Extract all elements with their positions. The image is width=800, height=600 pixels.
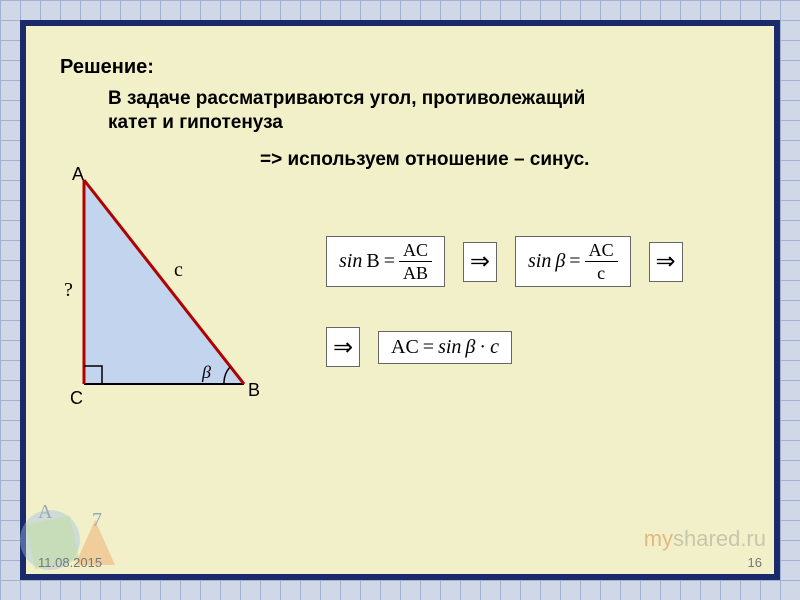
fn: sin: [438, 336, 461, 359]
lhs: AC: [391, 336, 419, 359]
footer-page: 16: [748, 555, 762, 570]
num: AC: [399, 241, 432, 262]
footer-date: 11.08.2015: [38, 555, 102, 570]
vertex-c: C: [70, 388, 83, 408]
footer: 11.08.2015 16: [38, 555, 762, 570]
num: AC: [585, 241, 618, 262]
formula-row-1: sin B = AC AB ⇒ sin β = AC c: [326, 236, 744, 287]
implies-icon: ⇒: [649, 242, 683, 282]
sub-line-2: катет и гипотенуза: [108, 111, 740, 135]
watermark-rest: shared.ru: [673, 526, 766, 551]
den: AB: [399, 262, 432, 282]
arg: B: [366, 250, 379, 273]
hyp-label: c: [174, 259, 183, 281]
mul: c: [490, 336, 499, 359]
formula-3: AC = sin β · c: [378, 331, 512, 364]
implies-icon: ⇒: [463, 242, 497, 282]
svg-text:7: 7: [92, 509, 102, 531]
sub-line-1: В задаче рассматриваются угол, противоле…: [108, 87, 740, 111]
heading: Решение:: [60, 56, 740, 79]
slide-frame: Решение: В задаче рассматриваются угол, …: [20, 20, 780, 580]
slide-content: Решение: В задаче рассматриваются угол, …: [26, 26, 774, 574]
formula-2: sin β = AC c: [515, 236, 631, 287]
unknown-label: ?: [64, 279, 73, 301]
implication: => используем отношение – синус.: [260, 149, 740, 171]
watermark: myshared.ru: [644, 526, 766, 552]
arg: β: [555, 250, 565, 273]
implies-icon: ⇒: [326, 327, 360, 367]
vertex-b: B: [248, 380, 260, 400]
formula-1: sin B = AC AB: [326, 236, 445, 287]
fn: sin: [528, 250, 551, 273]
formula-row-2: ⇒ AC = sin β · c: [326, 327, 744, 367]
vertex-a: A: [72, 166, 84, 184]
watermark-my: my: [644, 526, 673, 551]
den: c: [593, 262, 609, 282]
formula-zone: sin B = AC AB ⇒ sin β = AC c: [326, 236, 744, 407]
triangle-diagram: A B C c ? β: [56, 166, 286, 426]
svg-text:A: A: [38, 501, 53, 523]
fn: sin: [339, 250, 362, 273]
angle-label: β: [201, 362, 211, 382]
arg: β: [465, 336, 475, 359]
